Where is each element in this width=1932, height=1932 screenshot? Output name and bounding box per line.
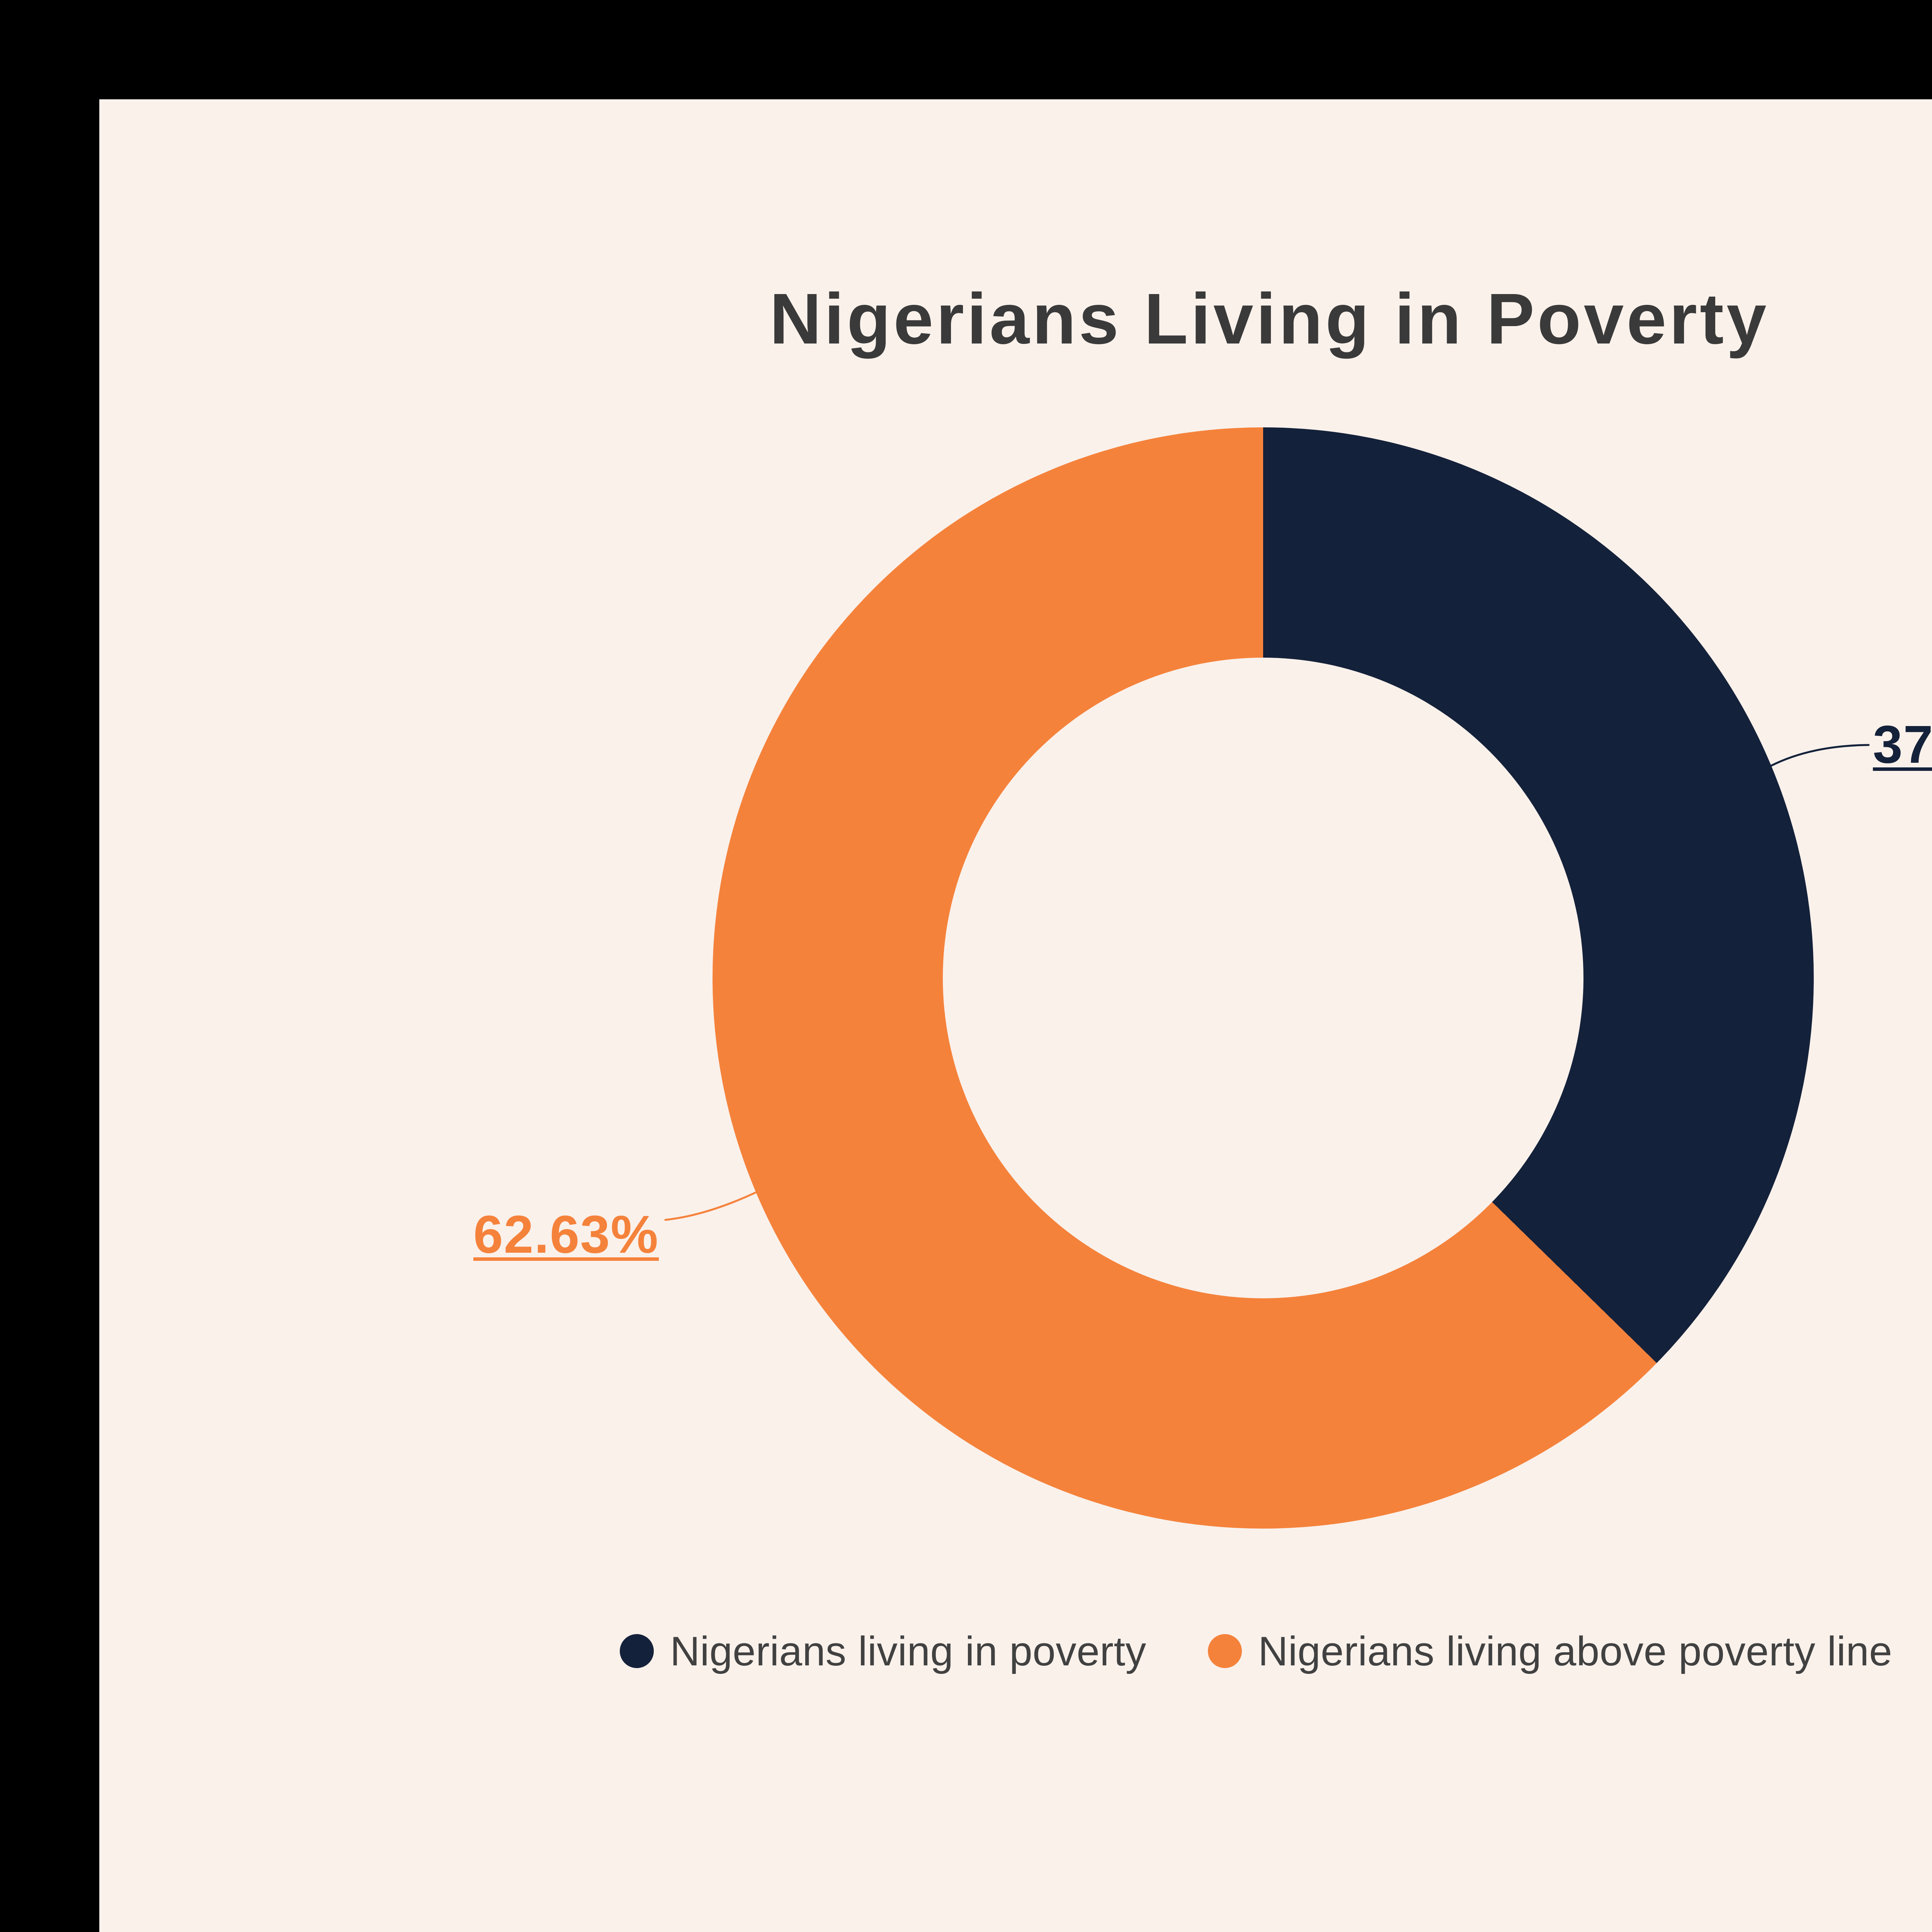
legend-label-above: Nigerians living above poverty line	[1258, 1628, 1893, 1674]
legend-item-poverty: Nigerians living in poverty	[620, 1630, 1146, 1672]
donut-chart	[713, 427, 1814, 1529]
chart-title: Nigerians Living in Poverty	[769, 279, 1769, 359]
legend-item-above: Nigerians living above poverty line	[1208, 1630, 1892, 1672]
legend-label-poverty: Nigerians living in poverty	[670, 1628, 1146, 1674]
legend-swatch-above-icon	[1208, 1634, 1242, 1668]
slice-label-poverty: 37.3%	[1873, 715, 1932, 774]
slice-label-above: 62.63%	[473, 1205, 659, 1264]
legend-swatch-poverty-icon	[620, 1634, 654, 1668]
donut-hole	[943, 658, 1583, 1298]
